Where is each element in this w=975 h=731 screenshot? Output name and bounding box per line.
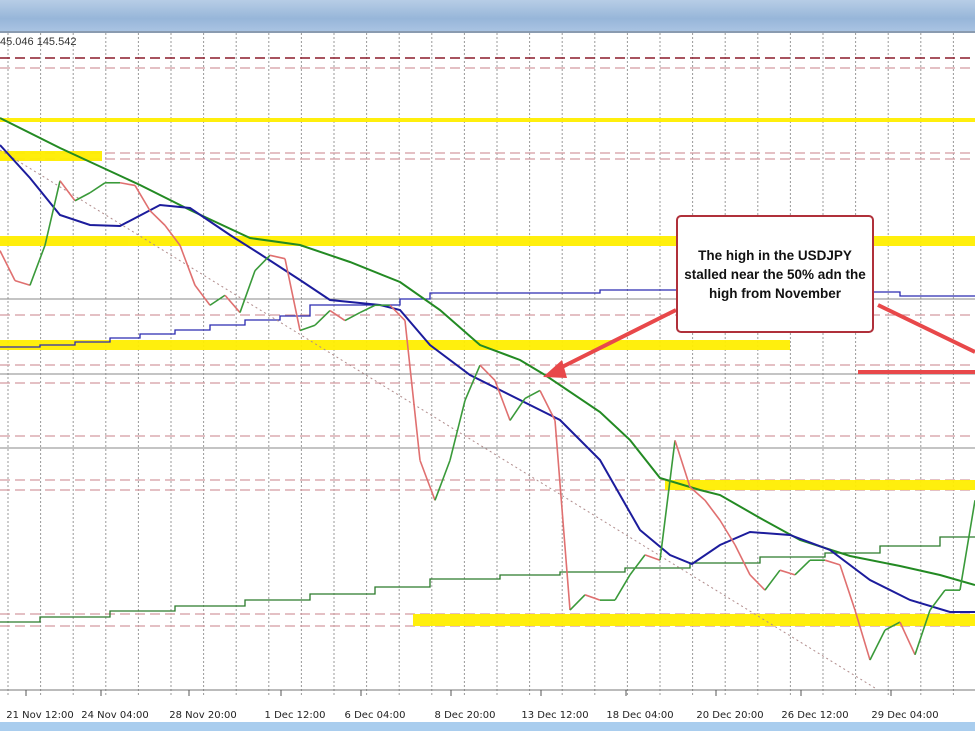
x-tick-label: 24 Nov 04:00: [81, 710, 148, 721]
price-segment: [764, 569, 781, 591]
price-segment: [404, 320, 421, 461]
price-segment: [794, 559, 811, 576]
x-tick-label: 20 Dec 20:00: [696, 710, 763, 721]
annotation-arrows: [543, 303, 975, 378]
price-series: [0, 180, 975, 661]
price-segment: [749, 574, 766, 591]
price-segment: [554, 420, 571, 611]
arrow-to-high: [555, 308, 677, 372]
window-title-bar: [0, 0, 975, 33]
zone-band: [665, 480, 975, 490]
solid-levels: [0, 298, 975, 691]
price-segment: [914, 609, 931, 655]
price-segment: [884, 621, 901, 631]
zone-band: [0, 340, 790, 350]
x-tick-label: 1 Dec 12:00: [265, 710, 326, 721]
price-segment: [449, 400, 466, 461]
price-segment: [59, 180, 76, 202]
moving-average-green: [0, 117, 975, 586]
price-segment: [869, 629, 886, 661]
trend-line: [0, 149, 876, 689]
zone-band: [0, 118, 975, 122]
x-tick-label: 28 Nov 20:00: [169, 710, 236, 721]
price-segment: [284, 258, 301, 331]
x-tick-label: 29 Dec 04:00: [871, 710, 938, 721]
bottom-scroll-bar[interactable]: [0, 722, 975, 731]
price-segment: [824, 559, 841, 566]
price-segment: [119, 181, 136, 187]
price-segment: [719, 519, 736, 546]
price-segment: [194, 284, 211, 306]
x-tick-label: 18 Dec 04:00: [606, 710, 673, 721]
yellow-zones: [0, 118, 975, 626]
zone-band: [0, 151, 102, 161]
annotation-box: The high in the USDJPY stalled near the …: [676, 215, 874, 333]
price-segment: [734, 544, 751, 576]
price-segment: [149, 210, 166, 226]
price-segment: [89, 182, 106, 194]
price-segment: [389, 304, 406, 322]
moving-average-blue: [0, 144, 975, 613]
zone-band: [413, 614, 975, 626]
zone-band: [0, 236, 975, 246]
price-segment: [779, 569, 796, 576]
price-segment: [494, 380, 511, 421]
price-segment: [629, 554, 646, 576]
price-segment: [44, 180, 61, 246]
price-segment: [854, 609, 871, 661]
quote-readout: 45.046 145.542: [0, 36, 77, 48]
price-segment: [674, 440, 691, 488]
arrow-right: [877, 303, 975, 354]
price-segment: [584, 594, 601, 601]
x-tick-label: 8 Dec 20:00: [435, 710, 496, 721]
price-segment: [0, 250, 16, 281]
price-segment: [329, 309, 346, 322]
price-segment: [224, 294, 241, 314]
price-segment: [464, 364, 481, 401]
price-segment: [164, 224, 181, 246]
price-segment: [434, 460, 451, 501]
price-segment: [239, 270, 256, 313]
price-segment: [899, 621, 916, 656]
price-segment: [14, 279, 31, 287]
x-axis: 21 Nov 12:00 24 Nov 04:00 28 Nov 20:00 1 De…: [6, 690, 939, 721]
price-segment: [614, 574, 631, 601]
price-segment: [359, 304, 376, 314]
price-segment: [929, 589, 946, 611]
price-segment: [704, 499, 721, 521]
price-segment: [839, 564, 856, 611]
green-stepped-line: [0, 536, 975, 623]
price-segment: [179, 245, 196, 286]
vertical-grid: [7, 33, 954, 696]
price-segment: [524, 389, 541, 400]
x-tick-label: 26 Dec 12:00: [781, 710, 848, 721]
price-segment: [509, 397, 526, 421]
price-segment: [74, 192, 91, 202]
price-segment: [299, 324, 316, 332]
price-segment: [29, 245, 46, 286]
price-segment: [539, 390, 556, 421]
price-segment: [659, 440, 676, 561]
price-segment: [419, 460, 436, 501]
price-segment: [254, 254, 271, 272]
x-tick-label: 21 Nov 12:00: [6, 710, 73, 721]
price-segment: [134, 185, 151, 212]
price-segment: [959, 500, 975, 591]
blue-stepped-line: [0, 289, 975, 348]
price-segment: [479, 364, 496, 382]
price-segment: [569, 594, 586, 611]
price-segment: [209, 294, 226, 306]
x-tick-label: 6 Dec 04:00: [345, 710, 406, 721]
price-segment: [269, 254, 286, 260]
annotation-text: The high in the USDJPY stalled near the …: [684, 247, 866, 301]
price-segment: [314, 310, 331, 326]
price-segment: [689, 486, 706, 501]
price-segment: [344, 311, 361, 322]
price-segment: [644, 554, 661, 561]
arrowhead-icon: [543, 360, 567, 378]
x-tick-label: 13 Dec 12:00: [521, 710, 588, 721]
